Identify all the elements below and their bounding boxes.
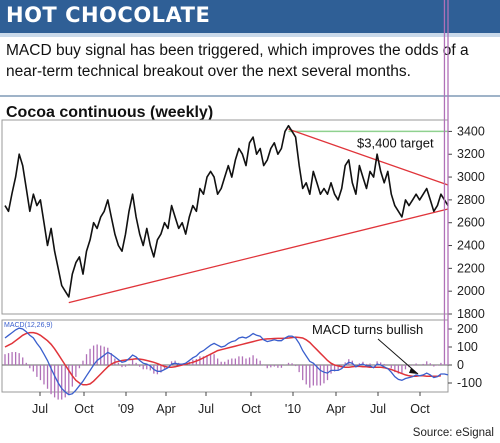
macd-y-tick-label: -100 xyxy=(457,376,482,390)
x-tick-label: Jul xyxy=(370,402,386,416)
price-y-tick-label: 2400 xyxy=(457,239,485,253)
x-tick-label: Oct xyxy=(241,402,261,416)
price-y-tick-label: 2600 xyxy=(457,216,485,230)
macd-y-tick-label: 100 xyxy=(457,340,478,354)
macd-line xyxy=(4,327,449,396)
chart-title: Cocoa continuous (weekly) xyxy=(6,104,214,121)
price-y-tick-label: 2800 xyxy=(457,193,485,207)
section-divider xyxy=(0,95,500,97)
price-y-tick-label: 2200 xyxy=(457,261,485,275)
macd-y-tick-label: 200 xyxy=(457,322,478,336)
macd-signal-line xyxy=(4,331,441,386)
x-tick-label: Oct xyxy=(74,402,94,416)
price-y-tick-label: 2000 xyxy=(457,284,485,298)
target-annotation: $3,400 target xyxy=(357,135,434,150)
x-tick-label: '09 xyxy=(118,402,134,416)
banner: HOT CHOCOLATE xyxy=(0,0,500,33)
resistance-trendline xyxy=(288,128,449,186)
price-y-tick-label: 3000 xyxy=(457,170,485,184)
macd-annotation-arrowhead xyxy=(409,368,418,374)
banner-title: HOT CHOCOLATE xyxy=(6,3,211,27)
price-y-tick-label: 3200 xyxy=(457,147,485,161)
support-trendline xyxy=(68,208,449,304)
x-tick-label: Jul xyxy=(198,402,214,416)
macd-y-tick-label: 0 xyxy=(457,358,464,372)
price-y-tick-label: 3400 xyxy=(457,124,485,138)
banner-stripe xyxy=(0,33,500,37)
price-y-tick-label: 1800 xyxy=(457,307,485,321)
price-line xyxy=(4,124,449,298)
x-tick-label: Oct xyxy=(410,402,430,416)
x-tick-label: Apr xyxy=(156,402,175,416)
macd-annotation-arrow xyxy=(377,338,419,375)
macd-annotation: MACD turns bullish xyxy=(312,322,423,337)
subtitle: MACD buy signal has been triggered, whic… xyxy=(6,42,469,80)
x-tick-label: Apr xyxy=(326,402,345,416)
source-note: Source: eSignal xyxy=(412,427,494,439)
x-tick-label: '10 xyxy=(285,402,301,416)
macd-legend-label: MACD(12,26,9) xyxy=(4,322,53,329)
x-tick-label: Jul xyxy=(32,402,48,416)
